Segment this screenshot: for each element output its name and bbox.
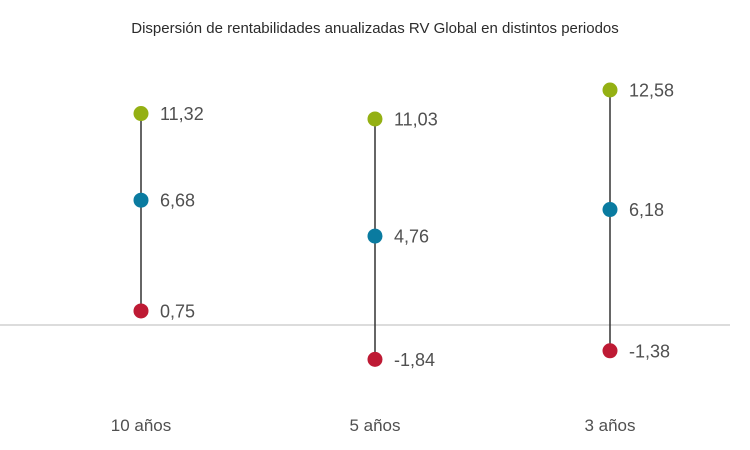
- data-label: 4,76: [394, 227, 429, 247]
- data-point: [133, 303, 149, 319]
- data-label: 0,75: [160, 301, 195, 321]
- category-labels: 10 años 5 años 3 años: [111, 416, 636, 435]
- chart-title: Dispersión de rentabilidades anualizadas…: [131, 20, 619, 37]
- category-label: 5 años: [349, 416, 400, 435]
- data-label: 12,58: [629, 81, 674, 101]
- value-labels: 11,32 11,03 12,58 6,68 4,76 6,18 0,75 -1,84 -1,3…: [160, 81, 674, 370]
- data-point: [367, 351, 383, 367]
- data-points: [133, 82, 618, 367]
- range-lines: [140, 90, 611, 360]
- data-point: [367, 111, 383, 127]
- data-point: [133, 192, 149, 208]
- category-label: 10 años: [111, 416, 172, 435]
- data-label: -1,38: [629, 341, 670, 361]
- data-point: [602, 343, 618, 359]
- data-point: [367, 228, 383, 244]
- data-label: 6,68: [160, 191, 195, 211]
- data-label: -1,84: [394, 350, 435, 370]
- data-label: 11,03: [394, 109, 438, 129]
- data-point: [602, 82, 618, 98]
- category-label: 3 años: [584, 416, 635, 435]
- data-point: [133, 106, 149, 122]
- data-point: [602, 202, 618, 218]
- data-label: 11,32: [160, 104, 204, 124]
- data-label: 6,18: [629, 200, 664, 220]
